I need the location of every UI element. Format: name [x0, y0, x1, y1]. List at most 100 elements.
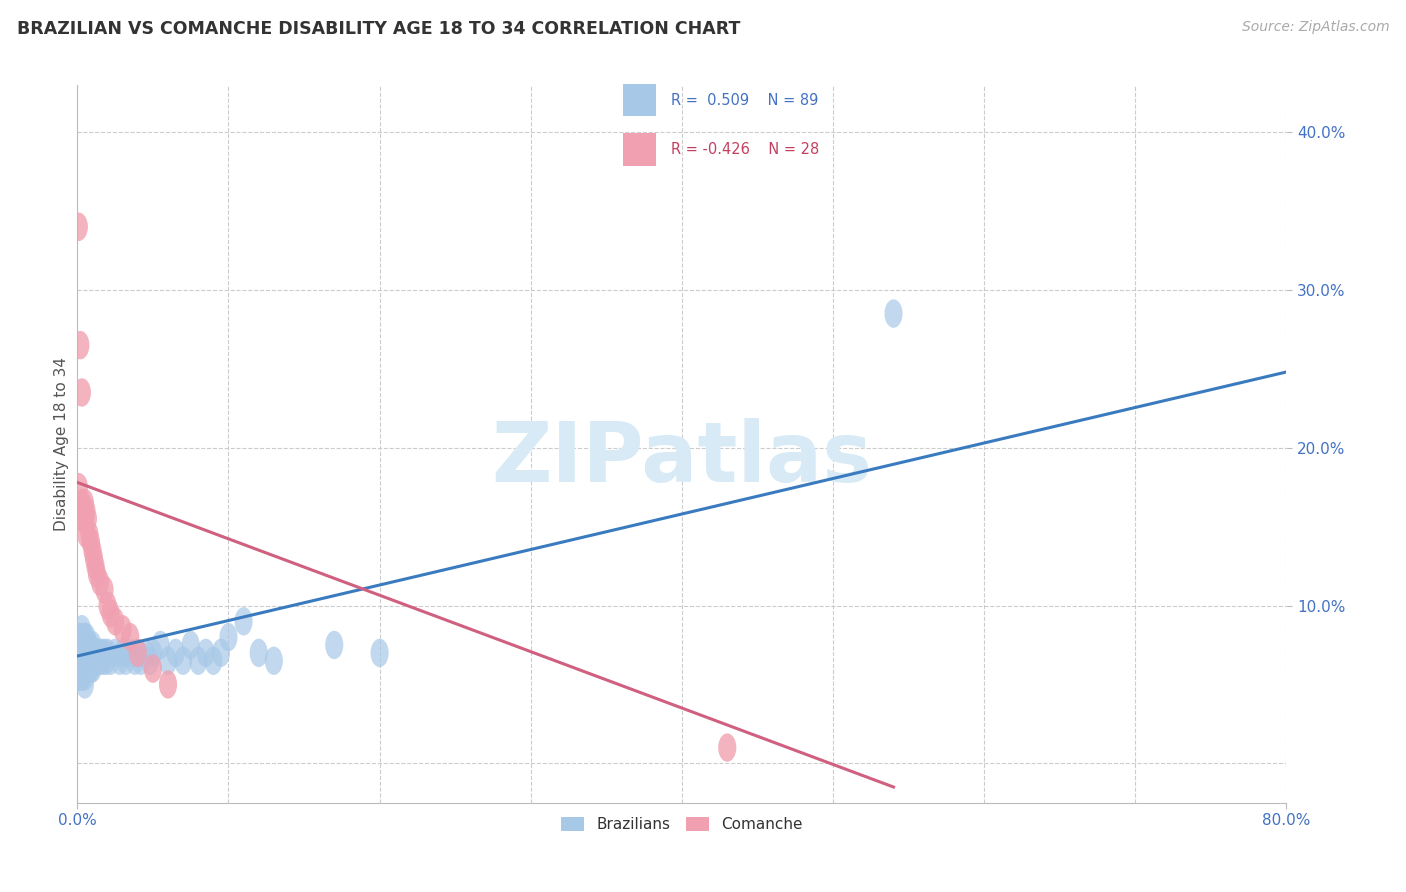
Ellipse shape	[76, 647, 94, 675]
Ellipse shape	[70, 623, 89, 651]
Ellipse shape	[181, 631, 200, 659]
Ellipse shape	[73, 631, 91, 659]
Ellipse shape	[86, 639, 104, 667]
Ellipse shape	[89, 560, 105, 588]
Ellipse shape	[75, 655, 93, 683]
Ellipse shape	[76, 489, 94, 517]
Ellipse shape	[91, 647, 110, 675]
Ellipse shape	[83, 647, 101, 675]
Text: BRAZILIAN VS COMANCHE DISABILITY AGE 18 TO 34 CORRELATION CHART: BRAZILIAN VS COMANCHE DISABILITY AGE 18 …	[17, 20, 740, 37]
Ellipse shape	[83, 655, 101, 683]
Ellipse shape	[114, 639, 132, 667]
Ellipse shape	[86, 647, 104, 675]
Ellipse shape	[84, 544, 103, 573]
Ellipse shape	[75, 631, 93, 659]
Ellipse shape	[72, 663, 90, 690]
Ellipse shape	[89, 647, 105, 675]
Ellipse shape	[72, 655, 90, 683]
Ellipse shape	[204, 647, 222, 675]
Ellipse shape	[83, 536, 101, 565]
Ellipse shape	[72, 631, 90, 659]
Text: R = -0.426    N = 28: R = -0.426 N = 28	[671, 142, 818, 157]
Text: R =  0.509    N = 89: R = 0.509 N = 89	[671, 93, 818, 108]
Ellipse shape	[73, 378, 91, 407]
Ellipse shape	[884, 300, 903, 327]
Ellipse shape	[75, 639, 93, 667]
Ellipse shape	[105, 639, 124, 667]
Ellipse shape	[79, 505, 97, 533]
Ellipse shape	[96, 639, 114, 667]
Ellipse shape	[70, 647, 89, 675]
Ellipse shape	[197, 639, 215, 667]
Ellipse shape	[132, 647, 150, 675]
Ellipse shape	[114, 615, 132, 643]
Ellipse shape	[111, 647, 129, 675]
Ellipse shape	[101, 647, 120, 675]
Ellipse shape	[718, 733, 737, 762]
Ellipse shape	[91, 567, 110, 596]
Ellipse shape	[98, 639, 117, 667]
Ellipse shape	[84, 647, 103, 675]
Ellipse shape	[73, 655, 91, 683]
Ellipse shape	[72, 647, 90, 675]
Ellipse shape	[136, 639, 155, 667]
Ellipse shape	[77, 647, 96, 675]
Ellipse shape	[73, 615, 91, 643]
FancyBboxPatch shape	[623, 84, 655, 116]
Ellipse shape	[82, 528, 100, 557]
Ellipse shape	[73, 639, 91, 667]
Ellipse shape	[76, 623, 94, 651]
Ellipse shape	[76, 670, 94, 698]
Ellipse shape	[80, 639, 98, 667]
Ellipse shape	[73, 647, 91, 675]
Ellipse shape	[72, 639, 90, 667]
Ellipse shape	[72, 331, 90, 359]
Ellipse shape	[93, 639, 111, 667]
Ellipse shape	[70, 473, 89, 501]
Ellipse shape	[174, 647, 193, 675]
Ellipse shape	[70, 639, 89, 667]
Ellipse shape	[76, 505, 94, 533]
Ellipse shape	[129, 639, 146, 667]
Ellipse shape	[325, 631, 343, 659]
Ellipse shape	[166, 639, 184, 667]
Ellipse shape	[77, 655, 96, 683]
Ellipse shape	[235, 607, 253, 635]
Ellipse shape	[159, 647, 177, 675]
Ellipse shape	[82, 655, 100, 683]
Ellipse shape	[86, 552, 104, 581]
Legend: Brazilians, Comanche: Brazilians, Comanche	[555, 811, 808, 838]
Ellipse shape	[371, 639, 388, 667]
Ellipse shape	[70, 631, 89, 659]
Ellipse shape	[77, 497, 96, 525]
Ellipse shape	[77, 639, 96, 667]
Ellipse shape	[79, 655, 97, 683]
Ellipse shape	[121, 639, 139, 667]
Ellipse shape	[143, 655, 162, 683]
Ellipse shape	[77, 631, 96, 659]
Ellipse shape	[73, 663, 91, 690]
Ellipse shape	[70, 212, 89, 241]
Ellipse shape	[152, 631, 170, 659]
FancyBboxPatch shape	[623, 134, 655, 166]
Ellipse shape	[250, 639, 267, 667]
Ellipse shape	[90, 639, 107, 667]
Text: ZIPatlas: ZIPatlas	[492, 417, 872, 499]
Ellipse shape	[80, 631, 98, 659]
Ellipse shape	[97, 647, 115, 675]
Ellipse shape	[264, 647, 283, 675]
Ellipse shape	[105, 607, 124, 635]
Ellipse shape	[212, 639, 231, 667]
Ellipse shape	[76, 663, 94, 690]
Ellipse shape	[70, 655, 89, 683]
Ellipse shape	[96, 575, 114, 604]
Ellipse shape	[117, 647, 135, 675]
Ellipse shape	[141, 647, 159, 675]
Ellipse shape	[82, 639, 100, 667]
Ellipse shape	[143, 639, 162, 667]
Ellipse shape	[84, 639, 103, 667]
Ellipse shape	[83, 631, 101, 659]
Ellipse shape	[79, 631, 97, 659]
Text: Source: ZipAtlas.com: Source: ZipAtlas.com	[1241, 20, 1389, 34]
Ellipse shape	[79, 639, 97, 667]
